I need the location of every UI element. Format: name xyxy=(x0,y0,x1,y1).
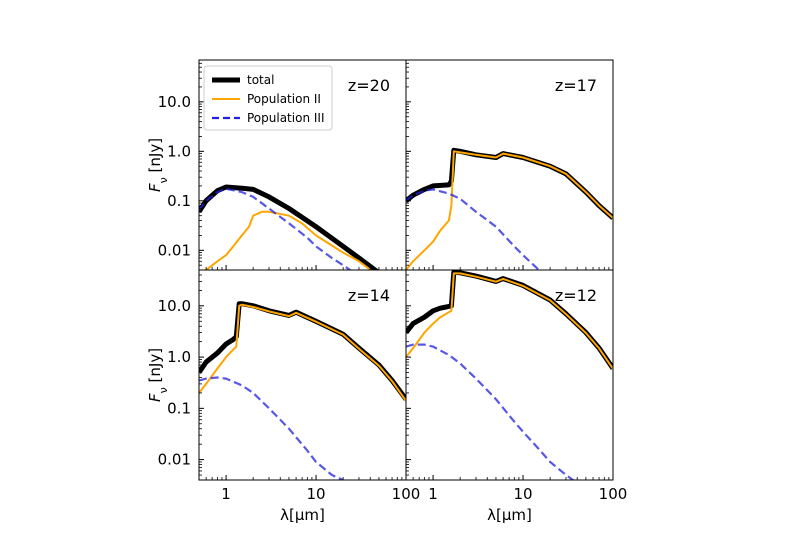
x-tick-label: 10 xyxy=(306,485,325,503)
x-tick-label: 100 xyxy=(599,485,628,503)
series-line-total xyxy=(406,147,613,220)
legend-label: total xyxy=(247,73,274,87)
panel-z=20: 0.01 0.1 1.0 10.0 z=20 Fν [nJy] xyxy=(146,59,407,271)
series-line-population-iii xyxy=(406,343,575,480)
series-line-population-ii xyxy=(199,303,406,402)
series-line-total xyxy=(199,184,380,270)
legend-label: Population III xyxy=(247,111,324,125)
x-tick-label: 100 xyxy=(392,485,421,503)
y-tick-label: 10.0 xyxy=(158,93,191,111)
series-line-population-iii xyxy=(406,188,540,270)
series-line-population-ii xyxy=(406,150,613,270)
panel-label: z=14 xyxy=(348,286,390,305)
panel-label: z=20 xyxy=(348,76,390,95)
series-line-population-iii xyxy=(199,376,344,480)
series-line-population-ii xyxy=(406,272,613,370)
legend-label: Population II xyxy=(247,92,321,106)
series-line-population-ii xyxy=(204,210,373,270)
x-tick-label: 1 xyxy=(221,485,231,503)
y-tick-label: 0.01 xyxy=(158,451,191,469)
y-tick-label: 0.1 xyxy=(167,192,191,210)
y-tick-label: 1.0 xyxy=(167,348,191,366)
y-tick-label: 10.0 xyxy=(158,297,191,315)
panel-z=17: z=17 xyxy=(405,59,614,271)
panel-label: z=12 xyxy=(555,286,597,305)
x-tick-label: 10 xyxy=(513,485,532,503)
x-axis-label: λ[μm] xyxy=(280,506,325,524)
y-axis-label: Fν [nJy] xyxy=(146,138,170,192)
panel-label: z=17 xyxy=(555,76,597,95)
legend: total Population II Population III xyxy=(203,65,333,131)
y-tick-label: 0.1 xyxy=(167,399,191,417)
y-tick-label: 1.0 xyxy=(167,142,191,160)
x-axis-label: λ[μm] xyxy=(487,506,532,524)
y-axis-label: Fν [nJy] xyxy=(146,348,170,402)
y-tick-label: 0.01 xyxy=(158,241,191,259)
panel-z=14: 0.01 0.1 1.0 10.0 1 10 100 z=14 λ[μm] Fν [nJy] xyxy=(146,269,421,524)
x-tick-label: 1 xyxy=(428,485,438,503)
panel-z=12: 1 10 100 z=12 λ[μm] xyxy=(405,269,628,524)
series-line-population-iii xyxy=(199,187,352,270)
